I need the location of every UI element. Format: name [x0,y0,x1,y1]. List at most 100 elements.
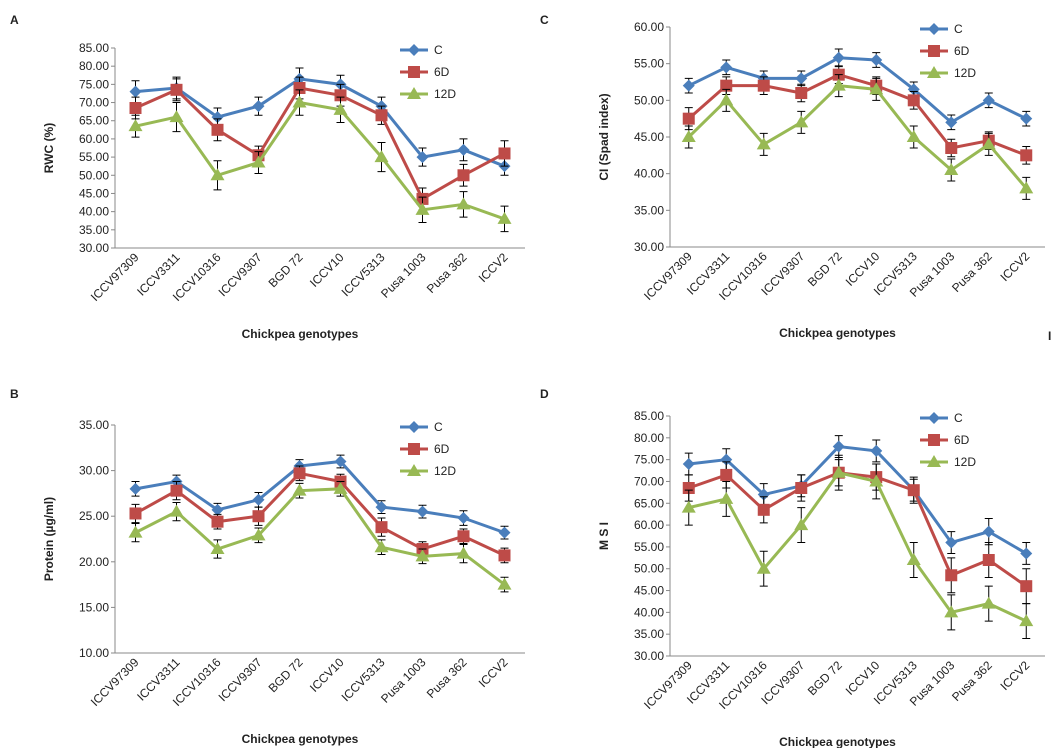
point [832,51,845,64]
point [719,93,734,106]
x-tick-label: Pusa 362 [949,658,995,704]
point [457,512,470,525]
point [408,443,420,455]
point [795,482,808,494]
series-line [688,56,1027,125]
point [1020,580,1033,593]
y-tick-label: 45.00 [634,584,664,598]
x-axis-label: Chickpea genotypes [242,732,359,746]
point [292,483,307,496]
series-line [135,459,506,535]
y-tick-label: 65.00 [79,114,109,128]
y-tick-label: 85.00 [79,41,109,55]
point [407,87,421,99]
point [334,455,347,468]
point [682,458,695,470]
point [252,100,265,113]
point [416,505,429,518]
y-tick-label: 55.00 [634,57,664,71]
point [906,553,921,565]
x-tick-label: ICCV2 [476,250,511,285]
point [333,481,348,494]
series-line [687,73,1027,157]
point [944,163,959,175]
point [720,79,733,92]
y-tick-label: 80.00 [634,431,664,445]
y-tick-label: 75.00 [634,453,664,467]
legend-label: 6D [434,442,450,456]
series [681,454,1034,640]
point [498,147,511,160]
series [682,48,1033,131]
x-tick-label: Pusa 1003 [378,250,429,301]
point [927,455,941,467]
point [795,72,808,85]
panel: B 10.00 15.00 20.00 25.00 30.00 35.00 ICCV97309… [10,387,525,746]
y-axis-label: CI (Spad index) [597,93,611,180]
series-line [688,471,1028,588]
point [128,119,143,132]
point [906,130,921,142]
y-tick-label: 40.00 [634,167,664,181]
point [498,549,511,562]
y-tick-label: 30.00 [634,649,664,663]
y-tick-label: 15.00 [79,600,109,614]
point [456,546,471,559]
point [870,54,883,66]
point [719,491,734,504]
point [870,444,883,457]
legend-label: 12D [954,66,976,80]
point [333,102,348,115]
point [129,85,142,98]
point [757,503,770,516]
point [945,536,958,549]
point [375,521,388,534]
point [945,569,958,582]
series [129,76,511,211]
y-tick-label: 10.00 [79,646,109,660]
point [374,540,389,553]
panel-label: B [10,387,19,401]
point [211,515,224,528]
series [682,459,1033,605]
x-tick-label: Pusa 362 [424,655,470,701]
point [869,82,884,95]
x-tick-label: ICCV97309 [88,250,142,304]
y-tick-label: 30.00 [634,240,664,254]
point [416,151,429,164]
y-tick-label: 80.00 [79,59,109,73]
point [720,61,733,74]
x-tick-label: Pusa 362 [424,250,470,296]
point [927,66,941,78]
x-tick-label: ICCV9307 [216,655,265,704]
y-tick-label: 65.00 [634,496,664,510]
series-line [134,487,506,586]
legend-label: C [434,420,443,434]
point [1019,614,1034,627]
x-tick-label: ICCV2 [997,658,1032,693]
point [251,528,266,541]
point [498,526,511,539]
point [408,66,420,78]
point [169,504,184,517]
y-tick-label: 60.00 [634,518,664,532]
y-tick-label: 40.00 [634,605,664,619]
panel: D 30.00 35.00 40.00 45.00 50.00 55.00 60.00 65.0… [540,387,1045,748]
x-tick-label: BGD 72 [266,655,306,695]
y-tick-label: 30.00 [79,464,109,478]
point [928,23,940,35]
panel-label: C [540,13,549,27]
point [794,115,809,128]
legend-label: 6D [434,65,450,79]
series [682,435,1033,565]
panel: A 30.00 35.00 40.00 45.00 50.00 55.00 60.00 65.0… [10,13,525,341]
y-tick-label: 35.00 [79,223,109,237]
y-tick-label: 55.00 [79,150,109,164]
x-tick-label: ICCV2 [997,249,1032,284]
series [129,67,511,176]
legend-label: C [434,43,443,57]
point [682,482,695,494]
y-tick-label: 40.00 [79,205,109,219]
x-axis-label: Chickpea genotypes [779,735,896,748]
y-tick-label: 25.00 [79,509,109,523]
